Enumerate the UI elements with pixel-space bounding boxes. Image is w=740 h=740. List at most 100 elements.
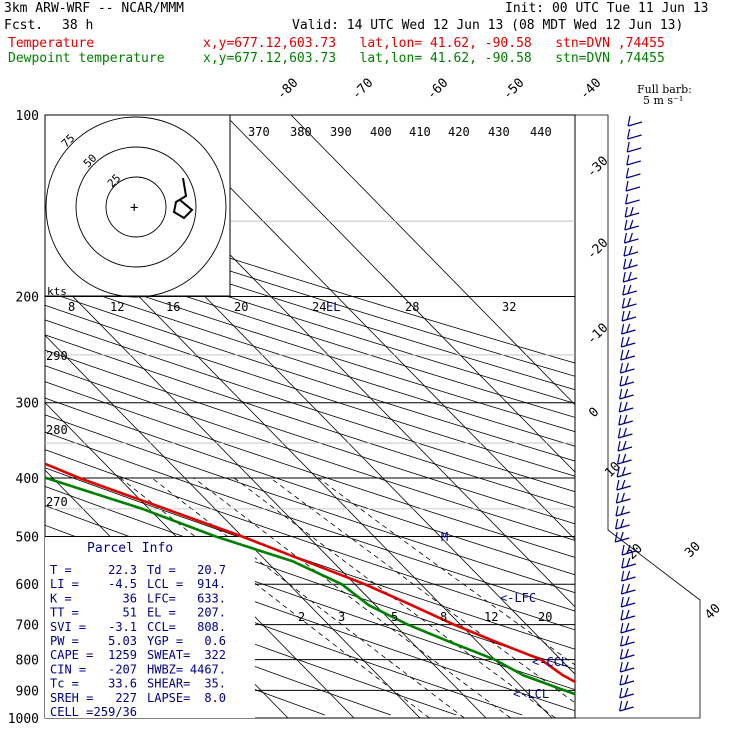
theta-label: 390 [330,125,352,139]
wind-barb [625,609,630,620]
wind-barb [615,492,619,504]
mixing-ratio-label: 20 [538,610,552,624]
dry-adiabat-line [45,365,575,541]
wind-barb [619,381,635,387]
dry-adiabat-line [45,381,575,558]
theta-label: 370 [248,125,270,139]
parcel-info-key: LI = [50,577,79,591]
pressure-tick-label: 700 [16,619,39,634]
isotherm-line [45,402,355,718]
parcel-info-key: CELL = [50,705,93,719]
parcel-info-key: LAPSE= [147,691,190,705]
wind-barb [621,310,625,322]
wind-barb [619,375,623,387]
wind-barb [621,466,626,477]
theta-label: 380 [290,125,312,139]
wind-barb [619,680,635,686]
wind-barb [622,427,627,438]
wind-barb [619,407,634,413]
wind-barb [623,414,628,425]
dry-adiabat-line [45,276,575,447]
wind-barb [620,635,624,647]
wind-barb [625,349,630,360]
theta-label: 430 [488,125,510,139]
wind-barb [625,193,629,205]
wind-barb [616,498,631,504]
isotherm-label: 10 [602,459,624,481]
wind-barb [619,388,623,400]
hodograph-unit: kts [47,285,67,298]
wind-barb [627,134,642,140]
isotherm-line [45,267,487,718]
isotherm-label: -40 [577,76,604,103]
wind-barb [616,466,620,478]
wind-barb [617,427,621,439]
theta-label: 270 [46,495,68,509]
wind-barb [620,583,624,595]
mixing-ratio-label: 5 [391,610,398,624]
isotherm-label: 40 [702,601,724,623]
theta-label: 290 [46,349,68,363]
mixing-ratio-label: 2 [298,610,305,624]
mixing-ratio-label: 12 [484,610,498,624]
model-title: 3km ARW-WRF -- NCAR/MMM [4,1,185,16]
wind-barb [620,641,635,647]
parcel-info-value: 51 [123,606,137,620]
wind-barb [620,349,624,361]
parcel-info-value: 0.6 [204,634,226,648]
theta-label: 400 [370,125,392,139]
dewpoint-legend: Dewpoint temperature [8,51,165,66]
wind-barb [620,628,635,634]
theta-label: 440 [530,125,552,139]
parcel-info-key: T = [50,563,72,577]
isotherm-label: -70 [349,76,376,103]
wind-barb [621,576,636,582]
dry-adiabat-line [45,524,575,712]
wind-barb [619,648,623,660]
wind-barb [619,531,624,542]
wind-barb [624,700,629,711]
parcel-info-box [45,537,255,718]
parcel-info-value: 33.6 [108,677,137,691]
wind-barb [617,472,632,478]
wind-barb [615,537,630,543]
wind-barb [622,290,637,296]
pw-axis-label: 12 [110,300,124,314]
wind-barb [624,375,629,386]
wind-panel-outline [575,114,701,719]
parcel-info-value: 259/36 [94,705,137,719]
wind-barb [620,505,625,516]
wind-barb [620,492,625,503]
parcel-info-key: LFC= [147,591,176,605]
wind-barb [624,661,629,672]
wind-barb [620,609,624,621]
wind-barb [627,115,631,127]
mixing-ratio-label: 3 [338,610,345,624]
wind-barb [625,180,629,192]
wind-barb [615,518,619,530]
forecast-label: Fcst. [4,18,44,33]
wind-barb [619,674,623,686]
dry-adiabat-line [45,249,575,418]
wind-barb [626,310,631,321]
parcel-info-value: 8.0 [204,691,226,705]
parcel-info-value: 20.7 [197,563,226,577]
wind-barb [624,388,629,399]
wind-barb [621,323,625,335]
pressure-tick-label: 900 [16,684,39,699]
wind-barb [628,258,633,269]
wind-barb [624,362,629,373]
ccl-marker-label: <-CCL [532,655,568,669]
wind-legend-title: Full barb: [637,83,692,96]
isotherm-line [224,115,575,473]
pw-axis-label: 32 [502,300,516,314]
wind-barb [629,206,634,217]
wind-barb [627,284,632,295]
wind-barb [621,297,625,309]
wind-barb [621,570,625,582]
wind-barb [623,245,627,257]
wind-barb [619,394,634,400]
wind-barb [625,167,629,179]
parcel-info-value: 1259 [108,648,137,662]
wind-barb [621,550,637,556]
